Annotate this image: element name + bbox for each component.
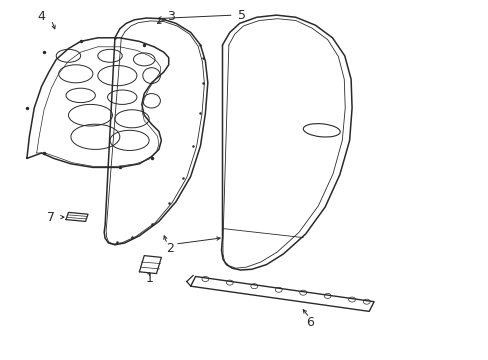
Text: 2: 2 [166,242,174,255]
Text: 7: 7 [47,211,55,224]
Text: 4: 4 [38,10,45,23]
Text: 3: 3 [167,10,175,23]
Text: 1: 1 [145,273,153,285]
Text: 5: 5 [238,9,245,22]
Text: 6: 6 [306,316,314,329]
